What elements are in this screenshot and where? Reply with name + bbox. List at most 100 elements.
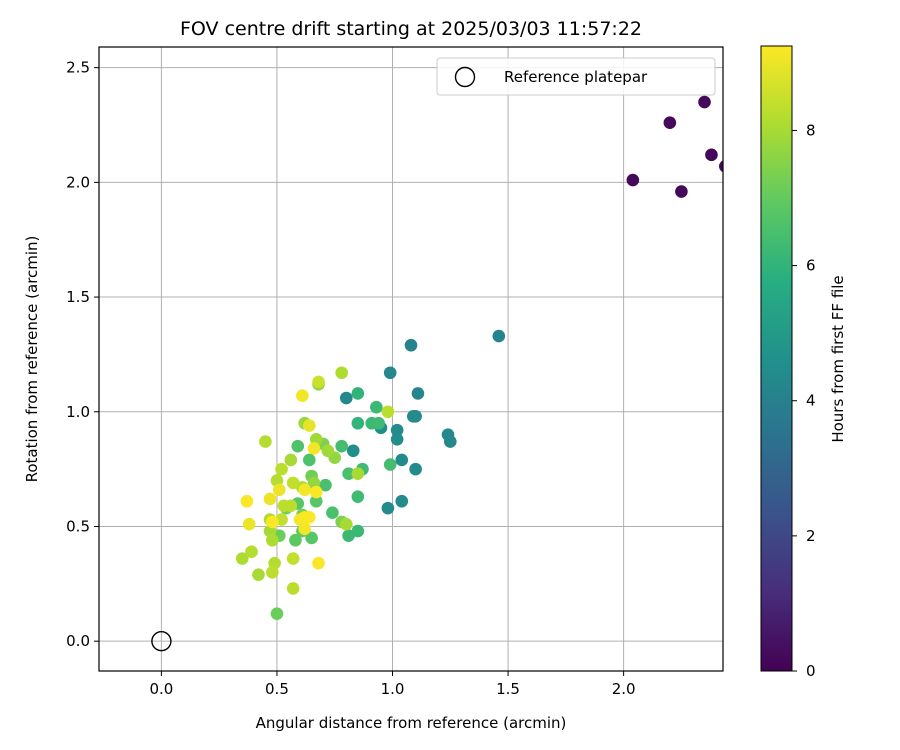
data-point <box>409 462 422 476</box>
data-point <box>312 375 325 389</box>
y-tick-label: 0.0 <box>66 632 90 650</box>
data-point <box>296 389 309 403</box>
data-point <box>298 522 311 536</box>
y-tick-label: 0.5 <box>66 517 90 535</box>
reference-marker-group <box>151 630 172 652</box>
plot-frame <box>98 46 724 672</box>
data-point <box>351 467 365 481</box>
data-point <box>409 410 422 423</box>
data-point <box>259 435 272 448</box>
data-point <box>390 432 404 446</box>
data-point <box>319 478 332 492</box>
data-point <box>275 462 288 476</box>
data-point <box>370 400 383 414</box>
data-point <box>383 458 397 471</box>
grid <box>99 47 723 671</box>
data-point <box>305 531 318 545</box>
legend: Reference platepar <box>436 57 716 96</box>
data-point <box>286 476 300 490</box>
data-point <box>266 566 279 579</box>
x-tick-label: 0.0 <box>149 680 173 698</box>
data-point <box>286 552 300 565</box>
data-point <box>381 501 395 515</box>
colorbar-tick-label: 8 <box>806 121 816 139</box>
data-point <box>383 366 397 380</box>
data-point <box>266 533 279 547</box>
y-tick-label: 2.5 <box>66 59 90 77</box>
colorbar-label: Hours from first FF file <box>829 275 847 442</box>
data-point <box>705 148 718 162</box>
data-point <box>298 483 311 497</box>
data-point <box>390 423 404 437</box>
colorbar: 0 2 4 6 8 Hours from first FF file <box>760 45 847 680</box>
data-point <box>404 338 418 352</box>
y-tick-label: 2.0 <box>66 173 90 191</box>
data-point <box>312 556 325 570</box>
data-point <box>284 453 298 467</box>
data-point <box>289 533 302 547</box>
data-point <box>263 492 277 506</box>
legend-marker-icon <box>454 66 476 88</box>
x-tick-label: 1.5 <box>496 680 520 698</box>
data-point <box>284 499 298 513</box>
data-point <box>303 419 316 432</box>
data-point <box>351 490 365 503</box>
data-point <box>242 517 256 531</box>
data-point <box>303 453 316 467</box>
data-point <box>372 416 385 430</box>
data-point <box>381 405 395 419</box>
data-point <box>351 387 365 400</box>
legend-box <box>436 57 716 96</box>
data-point <box>291 439 305 453</box>
data-point <box>626 173 640 187</box>
colorbar-gradient <box>760 45 793 672</box>
data-point <box>719 160 723 173</box>
data-point <box>351 524 365 538</box>
data-point <box>245 545 258 559</box>
data-point <box>252 568 265 581</box>
chart-title: FOV centre drift starting at 2025/03/03 … <box>180 18 642 40</box>
data-point <box>395 453 409 467</box>
data-point <box>342 467 355 481</box>
legend-entry-reference: Reference platepar <box>504 68 648 86</box>
data-point <box>339 391 353 405</box>
x-axis-label: Angular distance from reference (arcmin) <box>256 714 567 732</box>
data-point <box>335 439 348 453</box>
data-point <box>675 185 688 198</box>
y-tick-label: 1.5 <box>66 288 90 306</box>
data-point <box>492 329 506 343</box>
data-point <box>335 366 348 380</box>
colorbar-tick-label: 0 <box>806 662 816 680</box>
x-axis-ticks: 0.0 0.5 1.0 1.5 2.0 <box>149 671 636 698</box>
y-axis-label: Rotation from reference (arcmin) <box>23 236 41 483</box>
data-point <box>346 444 360 458</box>
data-point <box>266 515 279 529</box>
colorbar-tick-label: 2 <box>806 527 816 545</box>
data-point <box>307 442 321 455</box>
data-point <box>309 494 323 508</box>
data-point <box>235 552 249 565</box>
data-point <box>303 510 316 524</box>
data-point <box>321 444 335 458</box>
data-point <box>698 95 711 109</box>
data-point <box>395 494 409 508</box>
data-point <box>351 416 365 430</box>
x-tick-label: 0.5 <box>265 680 289 698</box>
data-point <box>272 483 286 497</box>
data-point <box>411 387 425 400</box>
data-point <box>270 607 284 620</box>
data-point <box>286 582 300 595</box>
data-point <box>326 506 339 520</box>
data-point <box>339 517 353 531</box>
x-tick-label: 2.0 <box>612 680 636 698</box>
data-point <box>309 485 323 499</box>
data-point <box>443 435 457 448</box>
scatter-points <box>235 95 723 620</box>
x-tick-label: 1.0 <box>381 680 405 698</box>
y-tick-label: 1.0 <box>66 403 90 421</box>
colorbar-tick-label: 6 <box>806 257 816 275</box>
reference-point-icon <box>151 630 172 652</box>
data-point <box>663 116 677 130</box>
colorbar-tick-label: 4 <box>806 392 816 410</box>
